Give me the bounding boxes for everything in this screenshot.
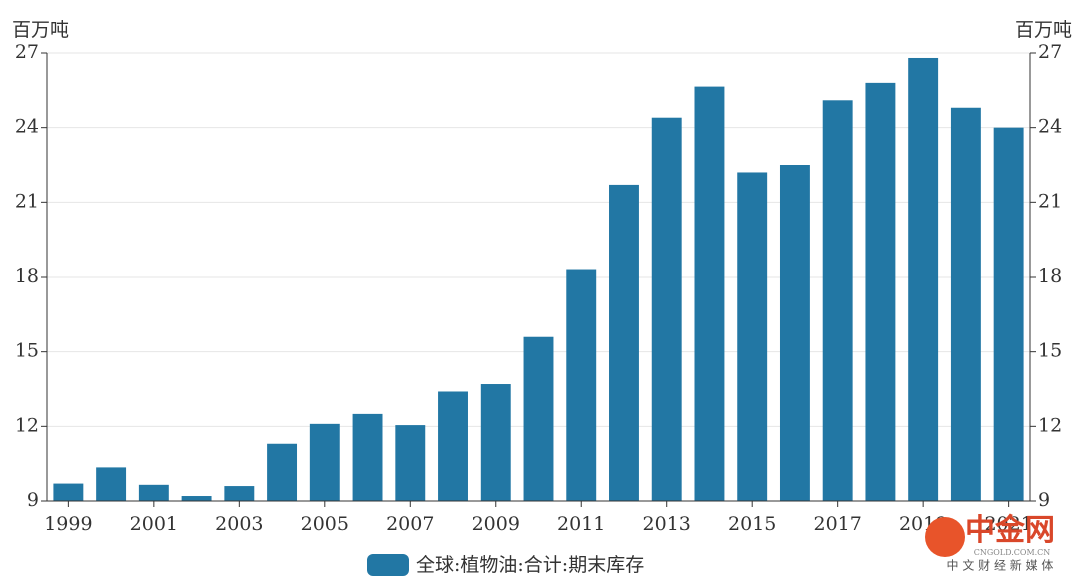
- y2-tick-label: 12: [1038, 414, 1062, 436]
- bar: [267, 443, 298, 501]
- watermark-logo: 中金网: [965, 513, 1055, 548]
- bar: [438, 391, 468, 501]
- y-tick-label: 9: [27, 489, 39, 511]
- y2-tick-label: 9: [1038, 489, 1050, 511]
- x-tick-label: 2009: [472, 513, 520, 535]
- bar: [609, 184, 639, 501]
- y-axis-label: 百万吨: [12, 19, 69, 41]
- legend-swatch: [367, 554, 409, 576]
- x-tick-label: 2013: [643, 513, 691, 535]
- bar: [352, 413, 383, 501]
- bar: [566, 269, 597, 501]
- watermark-slogan: 中 文 财 经 新 媒 体: [947, 558, 1054, 573]
- y2-tick-label: 24: [1038, 116, 1062, 138]
- x-tick-label: 2005: [301, 513, 349, 535]
- y-tick-label: 24: [15, 116, 39, 138]
- y2-tick-label: 18: [1038, 265, 1062, 287]
- bar: [908, 57, 939, 501]
- watermark-icon: [925, 517, 965, 557]
- bar: [737, 172, 768, 501]
- y2-tick-label: 21: [1038, 190, 1062, 212]
- y-tick-label: 15: [15, 340, 39, 362]
- y-tick-label: 21: [15, 190, 39, 212]
- bar: [694, 86, 725, 501]
- bar: [181, 496, 212, 501]
- y-tick-label: 18: [15, 265, 39, 287]
- watermark: 中金网 CNGOLD.COM.CN 中 文 财 经 新 媒 体: [925, 513, 1055, 573]
- x-tick-label: 2003: [215, 513, 263, 535]
- bar: [395, 425, 426, 501]
- y2-tick-label: 27: [1038, 41, 1062, 63]
- y2-tick-label: 15: [1038, 340, 1062, 362]
- bar: [822, 100, 853, 502]
- legend-label: 全球:植物油:合计:期末库存: [416, 554, 644, 576]
- watermark-url: CNGOLD.COM.CN: [974, 548, 1051, 557]
- bar: [950, 107, 981, 501]
- x-tick-label: 2017: [813, 513, 861, 535]
- bar: [138, 484, 169, 501]
- bar: [224, 486, 255, 501]
- x-tick-label: 2021: [984, 513, 1032, 535]
- y2-axis-label: 百万吨: [1015, 19, 1072, 41]
- x-tick-label: 2015: [728, 513, 776, 535]
- x-tick-label: 2011: [557, 513, 605, 535]
- bar: [651, 117, 682, 501]
- bar: [309, 423, 340, 501]
- bar: [865, 82, 896, 501]
- y-tick-label: 27: [15, 41, 39, 63]
- bar: [96, 467, 127, 501]
- bar: [523, 336, 554, 501]
- bar: [53, 483, 84, 501]
- x-tick-label: 2001: [130, 513, 178, 535]
- x-tick-label: 2007: [386, 513, 434, 535]
- bar: [993, 127, 1024, 502]
- x-tick-label: 1999: [44, 513, 92, 535]
- bar: [480, 384, 511, 501]
- y-tick-label: 12: [15, 414, 39, 436]
- bar: [779, 165, 810, 501]
